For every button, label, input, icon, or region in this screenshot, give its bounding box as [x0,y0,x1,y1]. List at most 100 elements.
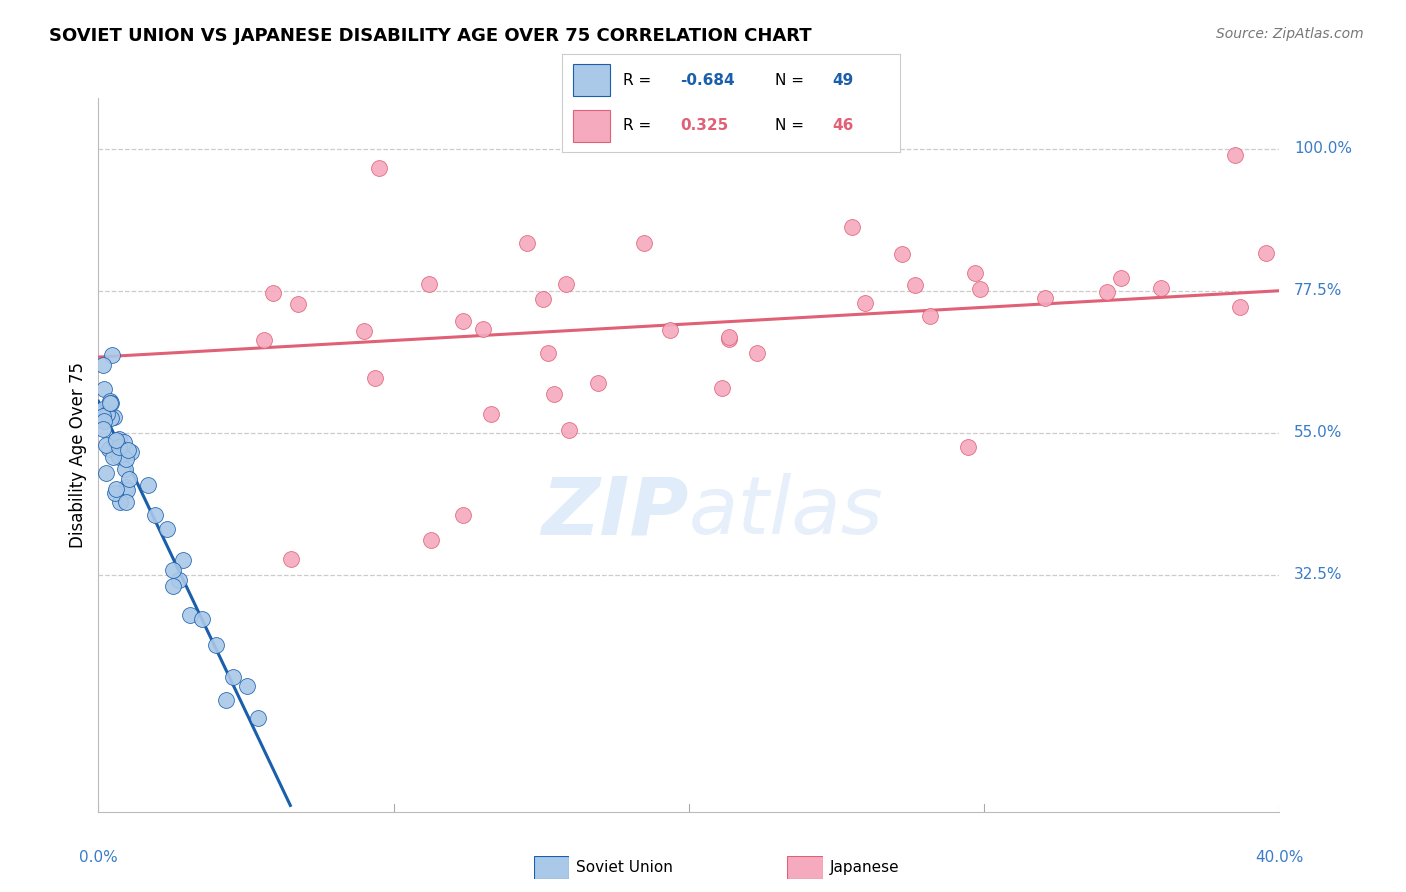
Y-axis label: Disability Age Over 75: Disability Age Over 75 [69,362,87,548]
Text: 32.5%: 32.5% [1294,567,1343,582]
Point [364,371,387,385]
Point [143,508,166,523]
Point [91,409,114,423]
Point [96,438,118,452]
Text: SOVIET UNION VS JAPANESE DISABILITY AGE OVER 75 CORRELATION CHART: SOVIET UNION VS JAPANESE DISABILITY AGE … [49,27,811,45]
Point [104,433,127,447]
Text: R =: R = [623,118,661,133]
Text: ZIP: ZIP [541,473,689,551]
Point [120,444,142,458]
Point [1223,148,1246,162]
Text: -0.684: -0.684 [681,72,735,87]
Point [287,297,309,311]
Point [956,440,979,454]
Point [108,450,131,464]
Point [1109,271,1132,285]
Point [531,292,554,306]
Point [368,161,391,175]
Text: 49: 49 [832,72,853,87]
Text: 77.5%: 77.5% [1294,284,1343,298]
Point [418,277,440,291]
Point [111,448,134,462]
Point [104,486,127,500]
Point [586,376,609,390]
Point [515,236,537,251]
Point [93,382,115,396]
Point [114,461,136,475]
Text: 0.0%: 0.0% [79,849,118,864]
Point [745,346,768,360]
Point [215,692,238,706]
Point [633,236,655,251]
Point [114,495,136,509]
Point [246,711,269,725]
Text: 55.0%: 55.0% [1294,425,1343,441]
Point [1229,301,1251,315]
Point [117,472,139,486]
Point [136,478,159,492]
Point [841,220,863,235]
Point [103,409,125,424]
Point [93,421,115,435]
Point [167,573,190,587]
Point [100,396,122,410]
Point [658,323,681,337]
Point [91,359,114,373]
Text: 46: 46 [832,118,853,133]
Point [1150,281,1173,295]
Bar [572,64,610,95]
Point [419,533,441,548]
Point [451,314,474,328]
Point [252,333,274,347]
Point [115,483,138,497]
Point [918,310,941,324]
Point [96,407,118,421]
Text: N =: N = [775,72,808,87]
Point [1035,291,1057,305]
Point [156,522,179,536]
Point [222,670,245,684]
Point [110,495,132,509]
Point [280,552,302,566]
Point [191,612,214,626]
Bar [572,111,610,142]
Point [969,282,991,296]
Point [453,508,475,522]
Text: R =: R = [623,72,657,87]
Point [94,467,117,481]
Point [117,443,139,458]
Point [100,410,122,425]
Point [904,278,927,293]
Text: Japanese: Japanese [830,861,900,875]
Point [112,434,135,449]
Text: N =: N = [775,118,808,133]
Text: 0.325: 0.325 [681,118,728,133]
Point [98,442,121,456]
Point [711,381,734,395]
Point [108,432,131,446]
Point [91,402,114,417]
Point [179,608,201,623]
Point [963,266,986,280]
Point [1095,285,1118,299]
Point [108,441,131,455]
Point [543,387,565,401]
Point [353,324,375,338]
Point [479,407,502,421]
Point [472,322,495,336]
Text: atlas: atlas [689,473,884,551]
Point [115,480,138,494]
Point [114,452,136,467]
Point [104,434,127,448]
Point [717,330,740,344]
Text: Source: ZipAtlas.com: Source: ZipAtlas.com [1216,27,1364,41]
Point [891,247,914,261]
Point [537,346,560,360]
Point [1256,246,1278,260]
Point [93,414,115,428]
Text: Soviet Union: Soviet Union [576,861,673,875]
Text: 100.0%: 100.0% [1294,141,1353,156]
Point [101,348,124,362]
Point [717,332,740,346]
Point [555,277,578,291]
